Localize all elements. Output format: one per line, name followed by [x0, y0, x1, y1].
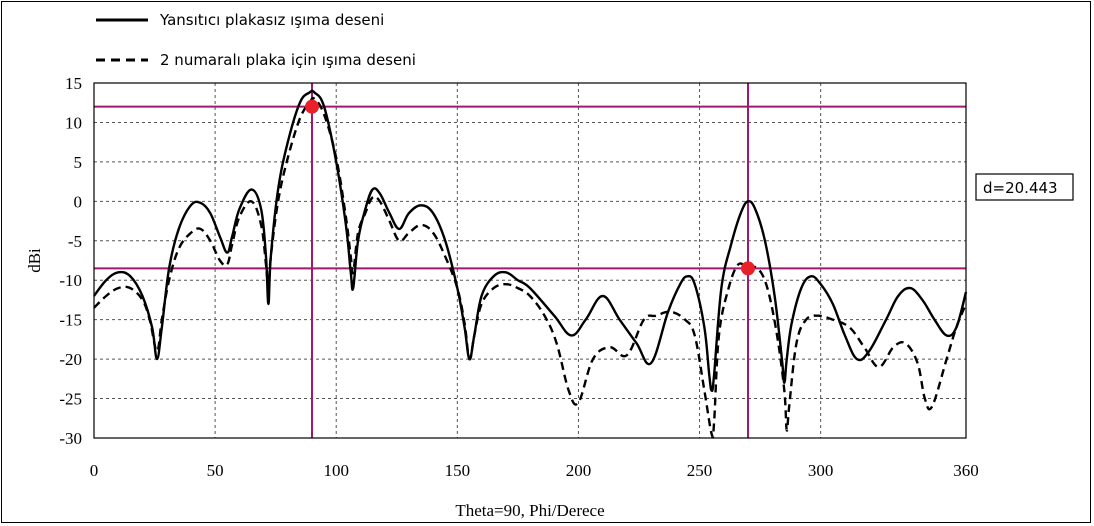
y-tick-label: -5 — [68, 232, 82, 251]
y-tick-label: -25 — [59, 390, 82, 409]
markers-layer — [305, 99, 755, 276]
y-axis-label: dBi — [25, 248, 44, 273]
x-tick-label: 150 — [445, 461, 471, 480]
grid — [94, 82, 966, 438]
x-tick-labels: 0 50 100 150 200 250 300 360 — [90, 461, 979, 480]
y-tick-label: -20 — [59, 350, 82, 369]
x-tick-label: 0 — [90, 461, 99, 480]
distance-label: d=20.443 — [983, 179, 1058, 197]
x-tick-label: 300 — [808, 461, 834, 480]
x-tick-label: 250 — [687, 461, 713, 480]
highlight-marker — [741, 261, 755, 276]
highlight-marker — [305, 99, 319, 114]
series-line-solid — [93, 89, 968, 392]
x-axis-label: Theta=90, Phi/Derece — [455, 501, 604, 520]
y-tick-label: -10 — [59, 271, 82, 290]
legend: Yansıtıcı plakasız ışıma deseni 2 numara… — [96, 11, 416, 69]
y-tick-labels: 15 10 5 0 -5 -10 -15 -20 -25 -30 — [59, 74, 82, 448]
x-tick-label: 100 — [323, 461, 349, 480]
series-line-dashed — [93, 96, 968, 439]
y-tick-label: -15 — [59, 311, 82, 330]
y-tick-label: 5 — [74, 153, 83, 172]
x-tick-label: 360 — [953, 461, 979, 480]
legend-label-dashed: 2 numaralı plaka için ışıma deseni — [160, 51, 416, 69]
x-tick-label: 50 — [207, 461, 224, 480]
y-tick-label: 15 — [65, 74, 82, 93]
series-layer — [93, 89, 968, 439]
y-tick-label: 10 — [65, 113, 82, 132]
y-tick-label: -30 — [59, 429, 82, 448]
plot-border — [93, 82, 967, 439]
reference-lines — [94, 83, 966, 438]
y-tick-label: 0 — [74, 192, 83, 211]
distance-label-box: d=20.443 — [975, 173, 1074, 201]
legend-label-solid: Yansıtıcı plakasız ışıma deseni — [159, 11, 384, 29]
x-tick-label: 200 — [566, 461, 592, 480]
